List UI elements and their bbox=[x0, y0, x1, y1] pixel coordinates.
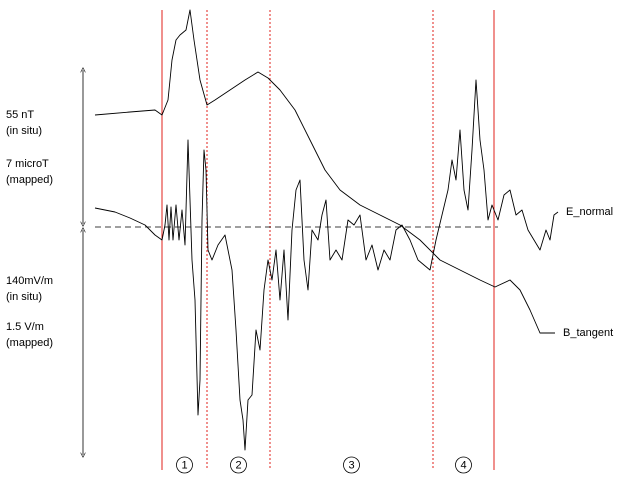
region-marker bbox=[230, 456, 247, 474]
scale-label: (mapped) bbox=[6, 337, 53, 349]
series-label: E_normal bbox=[566, 206, 613, 218]
region-marker bbox=[343, 456, 360, 474]
series-line bbox=[94, 79, 559, 451]
scale-label: 55 nT bbox=[6, 109, 34, 121]
scale-label: 1.5 V/m bbox=[6, 321, 44, 333]
region-label: 2 bbox=[235, 459, 241, 471]
scale-label: (mapped) bbox=[6, 174, 53, 186]
series-line bbox=[94, 9, 555, 334]
scale-label: (in situ) bbox=[6, 291, 42, 303]
scale-label: 7 microT bbox=[6, 158, 49, 170]
region-label: 3 bbox=[348, 459, 354, 471]
series-label: B_tangent bbox=[563, 327, 613, 339]
region-marker bbox=[455, 456, 472, 474]
region-label: 1 bbox=[181, 459, 187, 471]
scale-label: (in situ) bbox=[6, 125, 42, 137]
region-label: 4 bbox=[460, 459, 466, 471]
region-marker bbox=[176, 456, 193, 474]
scale-label: 140mV/m bbox=[6, 275, 53, 287]
